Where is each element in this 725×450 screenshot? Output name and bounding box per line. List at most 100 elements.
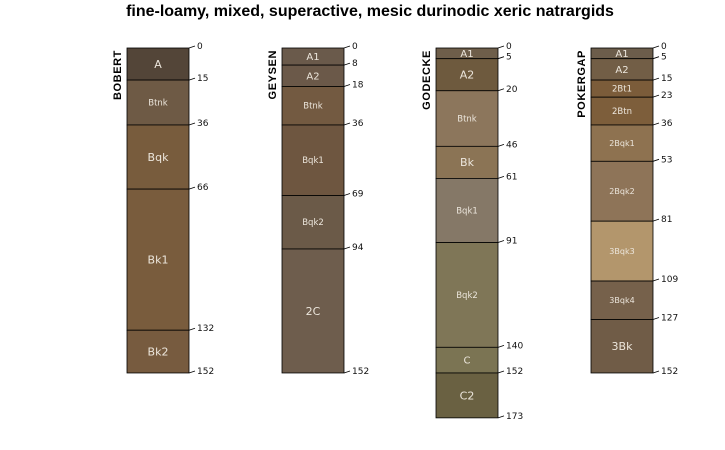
depth-tick bbox=[343, 62, 351, 66]
horizon-rect bbox=[435, 90, 499, 147]
horizon-rect bbox=[435, 178, 499, 243]
depth-tick bbox=[497, 176, 505, 179]
depth-tick bbox=[652, 158, 660, 162]
depth-tick bbox=[343, 122, 351, 126]
horizon-rect bbox=[126, 188, 190, 331]
depth-label: 152 bbox=[352, 367, 369, 377]
depth-label: 0 bbox=[661, 42, 667, 52]
horizon-rect bbox=[281, 248, 345, 374]
horizon-label: 3Bqk3 bbox=[609, 247, 634, 256]
depth-label: 0 bbox=[506, 42, 512, 52]
depth-label: 36 bbox=[661, 119, 673, 129]
horizon-label: A1 bbox=[615, 49, 628, 60]
depth-label: 0 bbox=[197, 42, 203, 52]
depth-label: 15 bbox=[197, 74, 208, 84]
depth-tick bbox=[188, 45, 196, 49]
depth-label: 173 bbox=[506, 412, 523, 422]
profile-name: GODECKE bbox=[421, 50, 433, 110]
depth-label: 15 bbox=[661, 74, 672, 84]
depth-tick bbox=[497, 344, 505, 348]
horizon-label: 2Btn bbox=[612, 107, 632, 117]
depth-tick bbox=[652, 278, 660, 282]
horizon-label: A2 bbox=[615, 65, 628, 76]
horizon-label: Bqk2 bbox=[456, 291, 478, 301]
depth-label: 127 bbox=[661, 314, 678, 324]
profile-godecke: GODECKE A1 A2 Btnk Bk Bqk1 Bqk2 C C2 05 20 46 61 91 14… bbox=[421, 42, 523, 422]
horizon-rect bbox=[435, 145, 499, 179]
depth-label: 69 bbox=[352, 190, 364, 200]
depth-label: 152 bbox=[506, 367, 523, 377]
horizon-label: Btnk bbox=[303, 102, 323, 112]
depth-tick bbox=[497, 415, 505, 419]
horizon-label: Bqk bbox=[148, 151, 170, 164]
horizon-label: A bbox=[154, 58, 162, 71]
depth-tick bbox=[188, 186, 196, 190]
depth-label: 152 bbox=[661, 367, 678, 377]
horizon-label: 2C bbox=[306, 305, 321, 318]
depth-label: 8 bbox=[352, 59, 358, 69]
depth-label: 0 bbox=[352, 42, 358, 52]
horizon-rect bbox=[590, 160, 654, 222]
horizon-label: C bbox=[464, 356, 471, 367]
depth-tick bbox=[188, 77, 196, 81]
profile-name: GEYSEN bbox=[267, 50, 279, 99]
depth-tick bbox=[497, 45, 505, 49]
depth-tick bbox=[652, 218, 660, 222]
depth-tick bbox=[652, 122, 660, 126]
horizon-label: Bk2 bbox=[148, 345, 169, 358]
depth-label: 18 bbox=[352, 80, 364, 90]
horizon-label: Btnk bbox=[457, 115, 477, 125]
depth-label: 140 bbox=[506, 341, 523, 351]
horizon-label: 2Bt1 bbox=[612, 85, 632, 95]
depth-tick bbox=[652, 317, 660, 320]
depth-tick bbox=[652, 45, 660, 49]
horizon-label: Bk bbox=[460, 156, 475, 169]
horizon-rect bbox=[590, 96, 654, 126]
depth-label: 61 bbox=[506, 172, 517, 182]
depth-tick bbox=[188, 122, 196, 126]
depth-label: 53 bbox=[661, 155, 672, 165]
horizon-rect bbox=[590, 319, 654, 374]
horizon-label: 2Bqk1 bbox=[609, 139, 634, 148]
horizon-label: A2 bbox=[460, 69, 475, 82]
depth-label: 66 bbox=[197, 183, 209, 193]
depth-tick bbox=[343, 246, 351, 250]
depth-label: 91 bbox=[506, 237, 517, 247]
depth-tick bbox=[188, 327, 196, 331]
depth-tick bbox=[652, 56, 660, 60]
horizon-label: Btnk bbox=[148, 98, 168, 108]
horizon-label: Bk1 bbox=[148, 254, 169, 267]
horizon-label: A1 bbox=[306, 52, 319, 63]
horizon-label: A2 bbox=[306, 71, 319, 82]
horizon-rect bbox=[435, 372, 499, 419]
depth-label: 5 bbox=[506, 53, 512, 63]
profile-pokergap: POKERGAP A1 A2 2Bt1 2Btn 2Bqk1 2Bqk2 3Bqk3 3Bqk4… bbox=[576, 42, 678, 377]
depth-label: 94 bbox=[352, 243, 364, 253]
horizon-rect bbox=[590, 124, 654, 162]
horizon-label: C2 bbox=[460, 389, 475, 402]
horizon-label: 3Bqk4 bbox=[609, 296, 634, 305]
depth-tick bbox=[343, 370, 351, 374]
depth-tick bbox=[497, 56, 505, 60]
depth-label: 152 bbox=[197, 367, 214, 377]
horizon-rect bbox=[281, 86, 345, 126]
depth-tick bbox=[188, 370, 196, 374]
depth-tick bbox=[343, 45, 351, 49]
horizon-rect bbox=[281, 124, 345, 196]
horizon-rect bbox=[590, 280, 654, 320]
horizon-label: A1 bbox=[460, 49, 473, 60]
horizon-rect bbox=[126, 329, 190, 374]
depth-tick bbox=[497, 240, 505, 243]
chart-title: fine-loamy, mixed, superactive, mesic du… bbox=[126, 3, 614, 20]
depth-label: 20 bbox=[506, 85, 518, 95]
depth-label: 23 bbox=[661, 91, 672, 101]
depth-tick bbox=[652, 370, 660, 374]
depth-label: 109 bbox=[661, 275, 678, 285]
horizon-label: 3Bk bbox=[612, 340, 634, 353]
depth-label: 5 bbox=[661, 53, 667, 63]
horizon-rect bbox=[590, 220, 654, 282]
horizon-rect bbox=[281, 195, 345, 250]
profile-geysen: GEYSEN A1 A2 Btnk Bqk1 Bqk2 2C 0 8 18 36 69 94 152 bbox=[267, 42, 369, 377]
horizon-label: 2Bqk2 bbox=[609, 187, 634, 196]
